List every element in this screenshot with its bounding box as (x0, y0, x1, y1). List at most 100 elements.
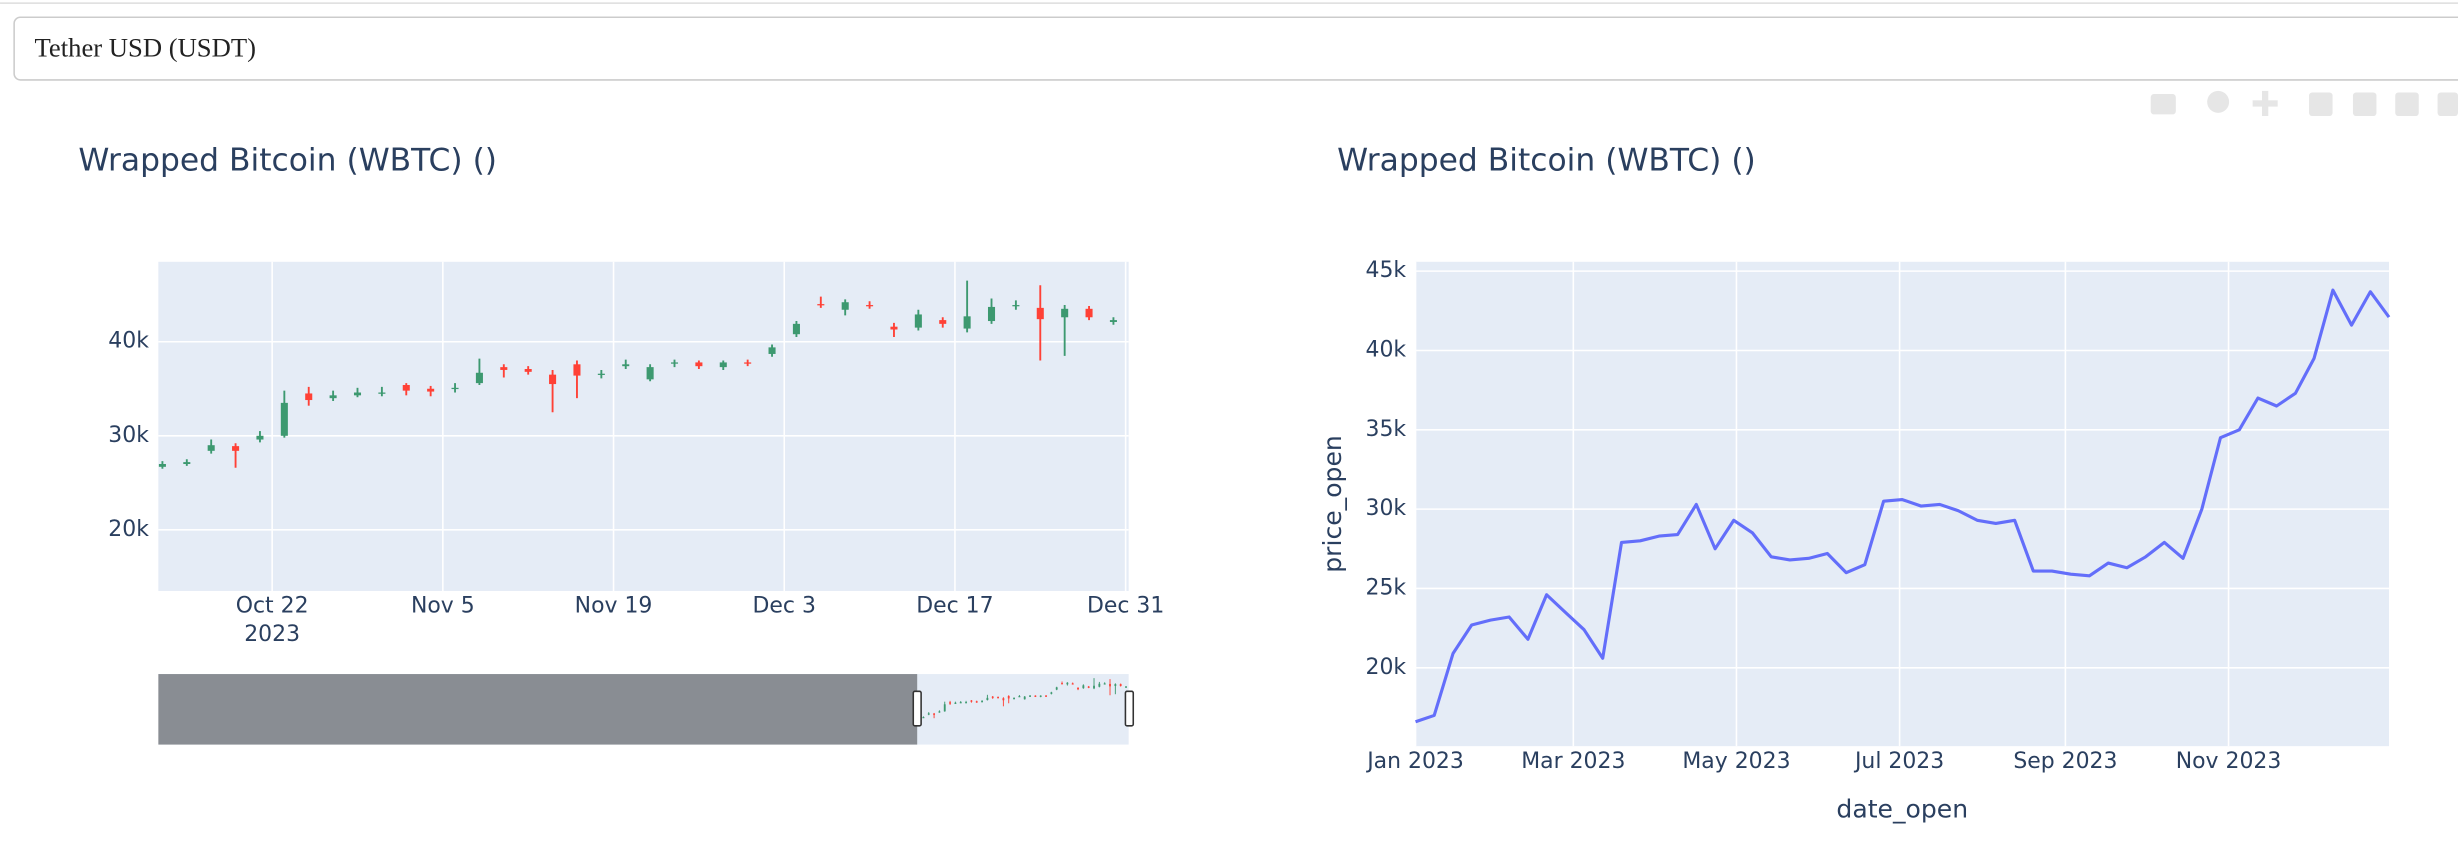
chart-title: Wrapped Bitcoin (WBTC) () (78, 142, 497, 178)
candles (158, 280, 1117, 469)
candle-body (305, 393, 313, 401)
candle-body (158, 464, 166, 467)
slider-candle-body (1093, 685, 1095, 689)
slider-candle-body (1039, 695, 1042, 697)
y-tick-label: 25k (1366, 575, 1407, 600)
slider-candle-body (1023, 696, 1026, 700)
slider-candle-body (1071, 683, 1074, 685)
candle-body (1061, 308, 1069, 318)
candle-body (768, 347, 776, 354)
slider-candle-body (1018, 696, 1021, 698)
slider-candle-body (1013, 698, 1015, 700)
x-tick-sublabel: 2023 (244, 622, 300, 647)
x-tick-label: Sep 2023 (2013, 749, 2117, 774)
dropdown-box[interactable] (13, 16, 2458, 81)
reset-icon[interactable] (2437, 92, 2458, 116)
slider-candle-body (959, 702, 962, 704)
slider-candle-body (1007, 696, 1010, 699)
slider-candle-body (938, 711, 941, 713)
candle-body (500, 367, 508, 370)
candle-body (402, 384, 410, 391)
y-tick-label: 30k (1366, 496, 1407, 521)
chart-title: Wrapped Bitcoin (WBTC) () (1337, 142, 1756, 178)
y-tick-label: 20k (108, 517, 149, 542)
slider-candle-body (949, 702, 952, 704)
modebar (2150, 90, 2458, 116)
candle-body (939, 320, 947, 324)
candle-body (329, 395, 337, 399)
slider-candle-body (1061, 683, 1063, 685)
price-line (1415, 288, 2391, 724)
candle-body (183, 462, 191, 464)
slider-candle-body (970, 700, 973, 702)
x-tick-label: Nov 5 (411, 594, 475, 619)
x-tick-label: Mar 2023 (1521, 749, 1625, 774)
zoom-out-icon[interactable] (2352, 92, 2377, 116)
x-axis-label: date_open (1836, 794, 1968, 823)
y-tick-label: 30k (108, 423, 149, 448)
slider-candle-body (1119, 684, 1122, 686)
zoom-in-icon[interactable] (2309, 92, 2333, 116)
candle-body (597, 373, 605, 375)
slider-candle-body (1029, 695, 1031, 697)
candle-body (1109, 320, 1117, 322)
candle-body (719, 362, 727, 368)
slider-candle-body (975, 701, 978, 703)
plot-background (1415, 261, 2389, 747)
candle-body (792, 323, 800, 335)
slider-candle-body (922, 716, 925, 719)
rangeslider-candles (917, 678, 1127, 719)
slider-candle-body (933, 713, 936, 715)
dropdown[interactable]: Tether USD (USDT) (13, 16, 2458, 81)
rangeslider-background (158, 674, 1129, 745)
candle-body (817, 304, 825, 306)
candle-body (866, 305, 874, 307)
candle-body (987, 306, 996, 322)
x-tick-label: May 2023 (1682, 749, 1790, 774)
slider-candle-body (1098, 683, 1101, 687)
slider-candle-body (997, 697, 999, 699)
candle-body (524, 369, 532, 372)
y-tick-label: 40k (108, 329, 149, 354)
candle-body (622, 364, 630, 367)
rangeslider-handle[interactable] (912, 690, 922, 727)
pan-icon-v (2262, 90, 2269, 116)
y-axis-label: price_open (1318, 435, 1347, 573)
candle-body (890, 326, 898, 330)
candle-body (451, 387, 459, 390)
candle-body (963, 316, 971, 329)
slider-candle-body (1103, 683, 1106, 685)
x-tick-label: Dec 3 (753, 594, 816, 619)
slider-candle-body (1002, 698, 1005, 701)
x-tick-label: Nov 19 (575, 594, 653, 619)
slider-candle-body (1066, 682, 1069, 685)
candle-body (841, 302, 849, 310)
candle-body (353, 392, 362, 396)
dropdown-value[interactable]: Tether USD (USDT) (35, 32, 256, 62)
slider-candle-body (1082, 685, 1085, 689)
y-tick-label: 20k (1366, 655, 1407, 680)
candle-body (1012, 305, 1020, 307)
x-tick-label: Jul 2023 (1853, 749, 1944, 774)
slider-candle-body (1050, 692, 1053, 694)
candle-body (695, 362, 703, 367)
slider-candle-body (1109, 683, 1111, 687)
autoscale-icon[interactable] (2395, 92, 2419, 116)
slider-candle-body (1055, 687, 1058, 690)
candle-body (256, 435, 264, 440)
plot-background (158, 261, 1129, 591)
candle-body (1085, 308, 1093, 318)
candle-body (573, 364, 581, 376)
candle-body (744, 362, 752, 364)
candle-body (1036, 307, 1044, 320)
candle-body (549, 374, 557, 385)
x-tick-label: Dec 31 (1087, 594, 1164, 619)
slider-candle-body (991, 696, 994, 698)
slider-candle-body (1034, 695, 1037, 697)
rangeslider-handle[interactable] (1124, 690, 1135, 727)
zoom-icon[interactable] (2207, 90, 2230, 113)
camera-icon[interactable] (2150, 94, 2176, 115)
candle-body (207, 445, 215, 451)
